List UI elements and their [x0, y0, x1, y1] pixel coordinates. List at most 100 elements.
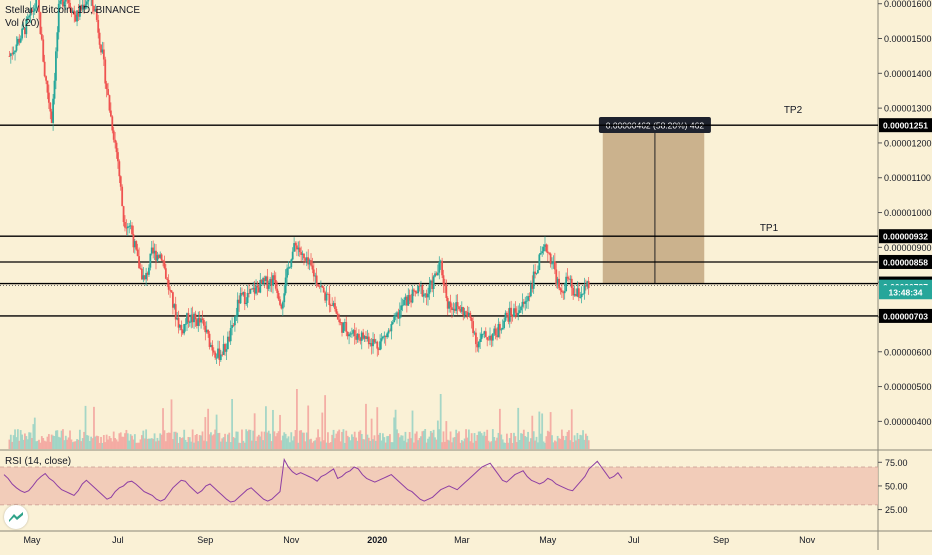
- volume-bar: [472, 442, 475, 449]
- candle-body: [215, 357, 218, 359]
- volume-bar: [53, 436, 56, 449]
- candle-body: [210, 344, 212, 347]
- candle-body: [500, 329, 503, 331]
- volume-bar: [559, 438, 562, 449]
- candle-body: [575, 294, 577, 297]
- volume-bar: [493, 437, 496, 449]
- volume-bar: [256, 436, 259, 449]
- candle-body: [522, 301, 525, 304]
- candle-body: [503, 320, 506, 328]
- volume-bar: [377, 434, 380, 449]
- volume-bar: [139, 439, 142, 449]
- candle-body: [446, 297, 449, 309]
- candle-body: [467, 312, 470, 316]
- volume-bar: [477, 431, 480, 449]
- candle-body: [26, 17, 29, 19]
- volume-bar: [270, 441, 273, 449]
- volume-bar: [221, 438, 224, 449]
- candle-body: [122, 206, 125, 223]
- candle-body: [579, 297, 582, 298]
- candle-body: [365, 336, 367, 339]
- candle-body: [255, 285, 257, 294]
- candle-body: [160, 254, 163, 261]
- volume-bar: [381, 433, 384, 449]
- volume-bar: [339, 441, 342, 449]
- volume-bar: [445, 421, 448, 449]
- volume-bar: [562, 435, 565, 449]
- candle-body: [504, 312, 507, 321]
- volume-bar: [469, 441, 472, 449]
- tradingview-logo-icon[interactable]: [4, 505, 28, 529]
- volume-bar: [332, 429, 335, 449]
- candle-body: [366, 336, 369, 339]
- candle-body: [490, 335, 493, 341]
- volume-group: [8, 389, 590, 449]
- volume-bar: [129, 434, 132, 449]
- candle-body: [405, 296, 408, 306]
- time-tick-label: Mar: [454, 535, 470, 545]
- volume-bar: [229, 442, 232, 449]
- candle-body: [166, 278, 169, 280]
- candle-body: [304, 258, 307, 261]
- volume-bar: [503, 442, 506, 449]
- candle-body: [121, 186, 124, 207]
- candle-body: [442, 275, 445, 285]
- volume-bar: [238, 442, 241, 449]
- volume-bar: [150, 438, 153, 449]
- volume-bar: [408, 432, 411, 449]
- candle-body: [281, 302, 284, 309]
- candle-body: [217, 348, 219, 358]
- candle-body: [532, 271, 535, 289]
- price-tick-label: 0.00000900: [884, 243, 932, 253]
- volume-bar: [352, 436, 355, 449]
- candle-body: [205, 329, 208, 333]
- candle-body: [207, 329, 210, 334]
- volume-bar: [427, 438, 429, 449]
- volume-bar: [128, 440, 131, 449]
- candle-body: [76, 10, 78, 22]
- candle-body: [70, 8, 73, 13]
- candle-body: [21, 28, 23, 39]
- volume-bar: [225, 441, 228, 449]
- candle-body: [551, 263, 553, 265]
- volume-bar: [346, 435, 349, 449]
- volume-bar: [287, 436, 290, 449]
- candle-body: [159, 254, 162, 258]
- candle-body: [87, 0, 90, 2]
- candle-body: [197, 318, 200, 326]
- candle-body: [43, 61, 46, 77]
- candle-body: [46, 80, 49, 93]
- candle-body: [345, 322, 348, 332]
- candle-body: [525, 300, 528, 302]
- volume-bar: [266, 432, 269, 449]
- volume-bar: [463, 438, 466, 449]
- volume-bar: [572, 442, 575, 449]
- candle-body: [348, 334, 350, 337]
- volume-bar: [255, 440, 257, 449]
- volume-bar: [167, 432, 170, 449]
- candle-body: [491, 333, 494, 341]
- candle-body: [277, 293, 280, 300]
- candle-body: [98, 32, 101, 45]
- candle-body: [171, 292, 174, 308]
- volume-bar: [298, 430, 301, 449]
- volume-bar: [177, 442, 180, 449]
- candle-body: [267, 285, 270, 289]
- candle-body: [317, 284, 319, 287]
- volume-bar: [94, 436, 97, 449]
- candle-body: [188, 322, 191, 324]
- volume-bar: [133, 434, 136, 449]
- volume-bar: [98, 442, 101, 449]
- volume-bar: [410, 438, 412, 449]
- candle-body: [573, 294, 576, 296]
- candle-body: [521, 301, 524, 307]
- time-tick-label: Sep: [713, 535, 729, 545]
- volume-bar: [531, 415, 534, 449]
- volume-bar: [8, 439, 11, 449]
- volume-bar: [345, 430, 348, 449]
- volume-bar: [183, 429, 186, 449]
- volume-bar: [176, 432, 179, 449]
- candle-body: [129, 225, 132, 227]
- volume-bar: [405, 442, 408, 449]
